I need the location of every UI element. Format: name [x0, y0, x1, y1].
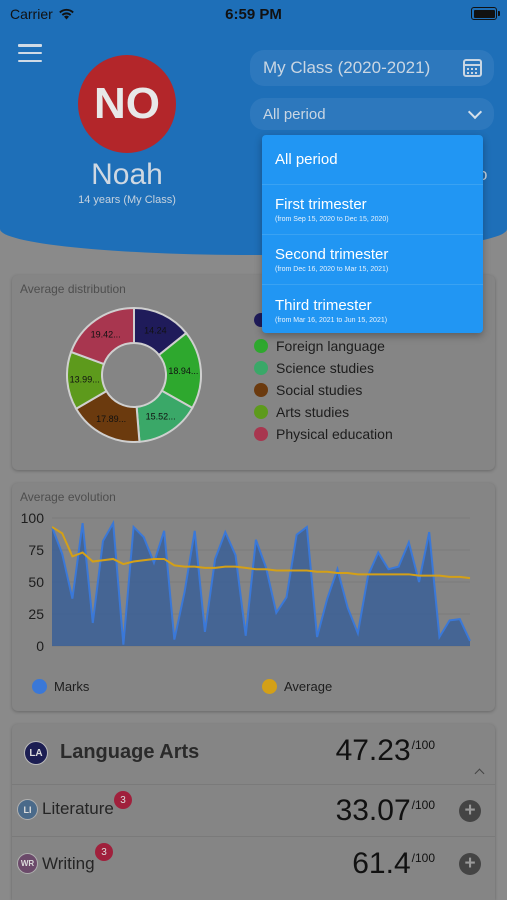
y-tick-label: 100 — [21, 510, 45, 526]
period-selector[interactable]: All period — [250, 98, 494, 130]
marks-area — [52, 523, 470, 646]
add-mark-button[interactable]: + — [459, 853, 481, 875]
score-scale: /100 — [411, 738, 435, 752]
status-bar: Carrier 6:59 PM — [0, 0, 507, 30]
subject-score: 61.4/100 — [352, 847, 435, 881]
menu-item-label: Third trimester — [275, 296, 372, 314]
subject-score: 33.07/100 — [336, 794, 435, 828]
average-evolution-card: Average evolution 0 25 50 75 100 Marks Avera… — [12, 483, 495, 711]
marks-dot — [32, 679, 47, 694]
legend-label: Physical education — [276, 426, 393, 442]
average-line — [51, 526, 471, 580]
period-dropdown-menu: All period First trimester (from Sep 15,… — [262, 135, 483, 333]
score-scale: /100 — [411, 798, 435, 812]
legend-color-dot — [254, 427, 268, 441]
subject-badge: LA — [24, 741, 48, 765]
distribution-legend: Foreign language Science studies Social st… — [254, 313, 393, 445]
menu-item-label: First trimester — [275, 196, 367, 213]
marks-count-badge: 3 — [114, 791, 132, 809]
y-tick-label: 0 — [36, 638, 44, 654]
legend-color-dot — [254, 383, 268, 397]
add-mark-button[interactable]: + — [459, 800, 481, 822]
legend-average-label: Average — [284, 679, 333, 694]
menu-item-all-period[interactable]: All period — [262, 135, 483, 185]
subject-row-writing[interactable]: WR Writing 3 61.4/100 + — [12, 836, 495, 892]
donut-value-label: 14.24 — [144, 325, 167, 335]
evolution-title: Average evolution — [20, 490, 116, 504]
donut-value-label: 17.89... — [96, 414, 126, 424]
donut-slice[interactable] — [69, 307, 135, 366]
legend-item[interactable]: Arts studies — [254, 401, 393, 423]
hamburger-menu-icon[interactable] — [18, 44, 42, 62]
score-value: 33.07 — [335, 794, 411, 827]
chevron-up-icon[interactable] — [474, 768, 485, 779]
legend-item[interactable]: Science studies — [254, 357, 393, 379]
legend-color-dot — [254, 405, 268, 419]
legend-label: Arts studies — [276, 404, 350, 420]
marks-count-badge: 3 — [95, 843, 113, 861]
y-tick-label: 25 — [28, 606, 44, 622]
legend-item[interactable]: Physical education — [254, 423, 393, 445]
donut-value-label: 19.42... — [91, 329, 121, 339]
average-distribution-card: Average distribution 14.24 18.94... 15.52.… — [12, 275, 495, 470]
class-selector[interactable]: My Class (2020-2021) — [250, 50, 494, 86]
class-selector-label: My Class (2020-2021) — [263, 58, 431, 77]
score-value: 61.4 — [352, 847, 411, 880]
calendar-icon — [463, 59, 482, 77]
subject-name: Language Arts — [60, 741, 200, 763]
carrier-label: Carrier — [10, 6, 53, 22]
menu-item-date-range: (from Mar 16, 2021 to Jun 15, 2021) — [275, 316, 388, 324]
avatar[interactable]: NO — [78, 55, 176, 153]
carrier: Carrier — [10, 6, 75, 22]
subject-row-language-arts[interactable]: LA Language Arts 47.23/100 — [12, 724, 495, 784]
battery-icon — [471, 7, 500, 20]
legend-item[interactable]: Social studies — [254, 379, 393, 401]
subject-badge: WR — [17, 853, 38, 874]
clock: 6:59 PM — [225, 6, 282, 23]
score-scale: /100 — [411, 851, 435, 865]
donut-value-label: 13.99... — [70, 374, 100, 384]
menu-item-second-trimester[interactable]: Second trimester (from Dec 16, 2020 to M… — [262, 235, 483, 285]
student-name: Noah — [91, 158, 163, 191]
legend-label: Foreign language — [276, 338, 385, 354]
subject-name: Literature — [42, 799, 114, 818]
legend-color-dot — [254, 339, 268, 353]
legend-average[interactable]: Average — [262, 679, 332, 694]
student-age-class: 14 years (My Class) — [78, 194, 176, 206]
subject-badge: LI — [17, 799, 38, 820]
menu-item-third-trimester[interactable]: Third trimester (from Mar 16, 2021 to Ju… — [262, 285, 483, 333]
legend-item[interactable]: Foreign language — [254, 335, 393, 357]
subject-score: 47.23/100 — [336, 734, 435, 768]
menu-item-label: All period — [275, 151, 338, 168]
menu-item-label: Second trimester — [275, 246, 389, 263]
menu-item-date-range: (from Dec 16, 2020 to Mar 15, 2021) — [275, 266, 389, 273]
legend-marks[interactable]: Marks — [32, 679, 89, 694]
score-value: 47.23 — [335, 734, 411, 767]
donut-chart: 14.24 18.94... 15.52... 17.89... 13.99... 19.… — [66, 307, 202, 443]
legend-label: Science studies — [276, 360, 375, 376]
chevron-down-icon — [467, 104, 483, 120]
legend-label: Social studies — [276, 382, 363, 398]
subject-name: Writing — [42, 854, 95, 873]
menu-item-first-trimester[interactable]: First trimester (from Sep 15, 2020 to De… — [262, 185, 483, 235]
legend-marks-label: Marks — [54, 679, 90, 694]
legend-color-dot — [254, 361, 268, 375]
average-dot — [262, 679, 277, 694]
subjects-card: LA Language Arts 47.23/100 LI Literature… — [12, 724, 495, 900]
distribution-title: Average distribution — [20, 282, 126, 296]
y-tick-label: 75 — [28, 542, 44, 558]
donut-value-label: 18.94... — [168, 366, 198, 376]
y-tick-label: 50 — [28, 574, 44, 590]
menu-item-date-range: (from Sep 15, 2020 to Dec 15, 2020) — [275, 216, 389, 223]
donut-value-label: 15.52... — [146, 412, 176, 422]
marks-line — [51, 519, 471, 645]
period-selector-label: All period — [263, 105, 326, 123]
wifi-icon — [58, 8, 74, 20]
evolution-chart: 0 25 50 75 100 — [21, 510, 471, 654]
subject-row-literature[interactable]: LI Literature 3 33.07/100 + — [12, 784, 495, 836]
